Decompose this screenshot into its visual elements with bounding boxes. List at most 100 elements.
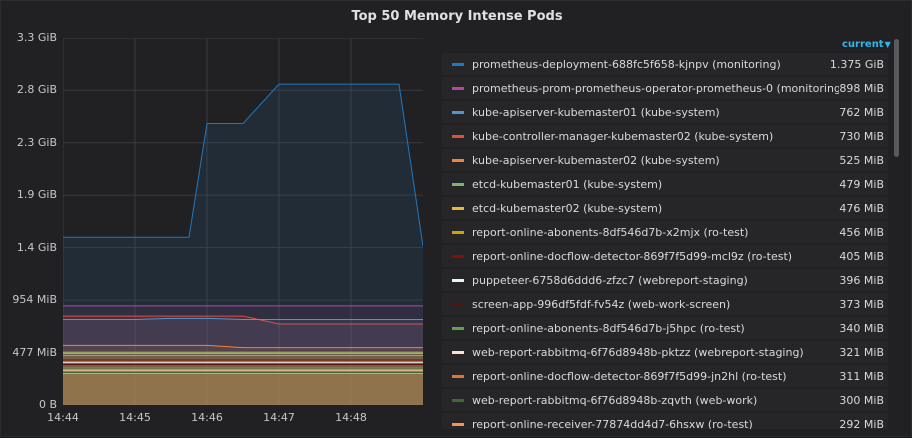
series-color-swatch[interactable] <box>452 350 464 354</box>
x-tick-label: 14:47 <box>263 411 295 424</box>
legend-item[interactable]: report-online-receiver-77874dd4d7-6hsxw … <box>442 413 888 429</box>
series-line[interactable] <box>63 344 423 349</box>
series-line[interactable] <box>63 315 423 325</box>
legend-item-value: 300 MiB <box>839 393 884 407</box>
series-area <box>63 352 423 405</box>
chart-svg[interactable] <box>63 38 423 405</box>
legend-item[interactable]: web-report-rabbitmq-6f76d8948b-zqvth (we… <box>442 389 888 411</box>
grid <box>63 38 423 405</box>
panel-title[interactable]: Top 50 Memory Intense Pods <box>351 9 563 24</box>
x-tick-label: 14:48 <box>335 411 367 424</box>
legend-item[interactable]: kube-apiserver-kubemaster01 (kube-system… <box>442 101 888 123</box>
legend-item-name: report-online-receiver-77874dd4d7-6hsxw … <box>472 417 753 430</box>
series-color-swatch[interactable] <box>452 182 464 186</box>
legend-item[interactable]: etcd-kubemaster01 (kube-system) 479 MiB <box>442 173 888 195</box>
legend-item[interactable]: report-online-abonents-8df546d7b-x2mjx (… <box>442 221 888 243</box>
series-color-swatch[interactable] <box>452 62 464 66</box>
x-tick-label: 14:45 <box>119 411 151 424</box>
legend-item-value: 321 MiB <box>839 345 884 359</box>
legend-item[interactable]: web-report-rabbitmq-6f76d8948b-pktzz (we… <box>442 341 888 363</box>
legend-item[interactable]: screen-app-996df5fdf-fv54z (web-work-scr… <box>442 293 888 315</box>
legend-header-label: current <box>842 39 884 50</box>
series-color-swatch[interactable] <box>452 326 464 330</box>
series-area <box>63 84 423 405</box>
y-tick-label: 477 MiB <box>12 345 57 359</box>
legend-item-name: kube-apiserver-kubemaster02 (kube-system… <box>472 153 720 167</box>
series-line[interactable] <box>63 317 423 320</box>
legend-item-value: 476 MiB <box>839 201 884 215</box>
x-tick-label: 14:46 <box>191 411 223 424</box>
legend-sort-current[interactable]: current▼ <box>842 39 891 50</box>
x-tick-label: 14:44 <box>47 411 79 424</box>
legend-item[interactable]: prometheus-prom-prometheus-operator-prom… <box>442 77 888 99</box>
series-color-swatch[interactable] <box>452 206 464 210</box>
series-color-swatch[interactable] <box>452 86 464 90</box>
legend-item-name: puppeteer-6758d6ddd6-zfzc7 (webreport-st… <box>472 273 748 287</box>
series-area <box>63 371 423 405</box>
legend-item-name: kube-controller-manager-kubemaster02 (ku… <box>472 129 774 143</box>
legend-item[interactable]: kube-controller-manager-kubemaster02 (ku… <box>442 125 888 147</box>
series-color-swatch[interactable] <box>452 278 464 282</box>
series-color-swatch[interactable] <box>452 254 464 258</box>
legend-item-name: prometheus-deployment-688fc5f658-kjnpv (… <box>472 57 781 71</box>
legend-item-value: 456 MiB <box>839 225 884 239</box>
y-tick-label: 954 MiB <box>12 293 57 307</box>
series-area <box>63 353 423 405</box>
legend-item-name: report-online-abonents-8df546d7b-j5hpc (… <box>472 321 745 335</box>
legend-item-value: 898 MiB <box>839 81 884 95</box>
series-color-swatch[interactable] <box>452 230 464 234</box>
y-tick-label: 0 B <box>38 398 57 411</box>
legend-item[interactable]: kube-apiserver-kubemaster02 (kube-system… <box>442 149 888 171</box>
legend-item-value: 762 MiB <box>839 105 884 119</box>
legend-item-name: kube-apiserver-kubemaster01 (kube-system… <box>472 105 720 119</box>
series-area <box>63 318 423 405</box>
plot-area: 0 B 477 MiB 954 MiB 1.4 GiB 1.9 GiB 2.3 GiB 2.… <box>1 1 441 438</box>
series-line[interactable] <box>63 83 423 247</box>
legend-item-value: 730 MiB <box>839 129 884 143</box>
legend-item-value: 373 MiB <box>839 297 884 311</box>
legend-list: prometheus-deployment-688fc5f658-kjnpv (… <box>442 53 888 429</box>
sort-caret-icon: ▼ <box>884 40 891 49</box>
legend-item-name: etcd-kubemaster01 (kube-system) <box>472 177 663 191</box>
series-area <box>63 362 423 405</box>
series-color-swatch[interactable] <box>452 302 464 306</box>
legend-item-value: 396 MiB <box>839 273 884 287</box>
y-tick-label: 2.3 GiB <box>16 135 57 149</box>
legend-scrollbar[interactable] <box>894 39 899 157</box>
y-tick-label: 2.8 GiB <box>16 83 57 97</box>
legend-item[interactable]: etcd-kubemaster02 (kube-system) 476 MiB <box>442 197 888 219</box>
series-area <box>63 372 423 405</box>
y-tick-label: 1.9 GiB <box>16 188 57 202</box>
series-color-swatch[interactable] <box>452 110 464 114</box>
legend-item[interactable]: report-online-docflow-detector-869f7f5d9… <box>442 365 888 387</box>
series-color-swatch[interactable] <box>452 134 464 138</box>
series-color-swatch[interactable] <box>452 398 464 402</box>
legend-item-name: web-report-rabbitmq-6f76d8948b-pktzz (we… <box>472 345 804 359</box>
series-color-swatch[interactable] <box>452 422 464 426</box>
legend-item-name: web-report-rabbitmq-6f76d8948b-zqvth (we… <box>472 393 758 407</box>
series-color-swatch[interactable] <box>452 158 464 162</box>
y-tick-label: 3.3 GiB <box>16 31 57 44</box>
y-tick-label: 1.4 GiB <box>16 240 57 254</box>
legend-item-value: 525 MiB <box>839 153 884 167</box>
legend-item-value: 340 MiB <box>839 321 884 335</box>
legend-item-value: 292 MiB <box>839 417 884 430</box>
legend-item-value: 479 MiB <box>839 177 884 191</box>
series-area <box>63 316 423 405</box>
series-area <box>63 373 423 405</box>
series-area <box>63 364 423 405</box>
legend-item-name: report-online-docflow-detector-869f7f5d9… <box>472 369 787 383</box>
legend-item[interactable]: report-online-abonents-8df546d7b-j5hpc (… <box>442 317 888 339</box>
legend-item-name: report-online-docflow-detector-869f7f5d9… <box>472 249 793 263</box>
legend-item[interactable]: report-online-docflow-detector-869f7f5d9… <box>442 245 888 267</box>
series-color-swatch[interactable] <box>452 374 464 378</box>
legend-item-value: 405 MiB <box>839 249 884 263</box>
legend-item-value: 311 MiB <box>839 369 884 383</box>
legend-item[interactable]: puppeteer-6758d6ddd6-zfzc7 (webreport-st… <box>442 269 888 291</box>
legend-item-name: prometheus-prom-prometheus-operator-prom… <box>472 81 840 95</box>
legend-item[interactable]: prometheus-deployment-688fc5f658-kjnpv (… <box>442 53 888 75</box>
legend-item-name: screen-app-996df5fdf-fv54z (web-work-scr… <box>472 297 731 311</box>
legend-item-value: 1.375 GiB <box>829 57 884 71</box>
legend-item-name: report-online-abonents-8df546d7b-x2mjx (… <box>472 225 749 239</box>
